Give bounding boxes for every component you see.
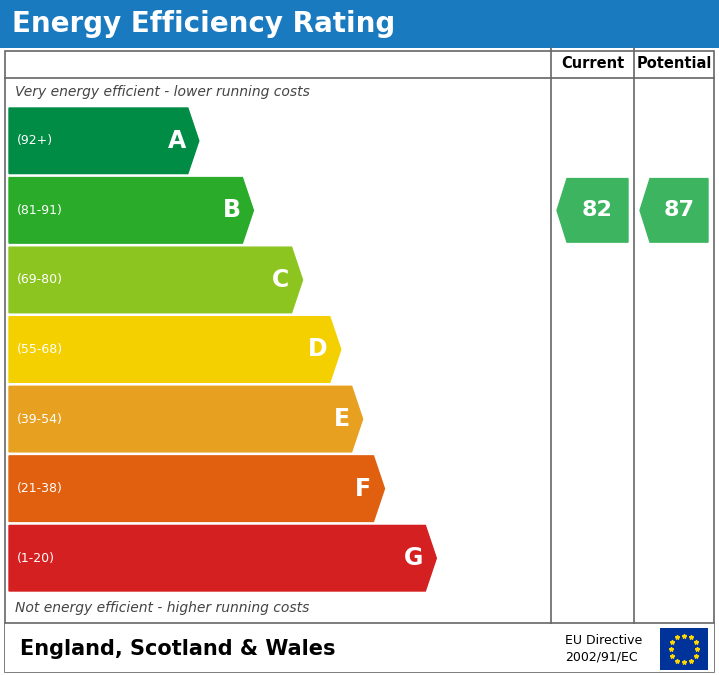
- Text: Very energy efficient - lower running costs: Very energy efficient - lower running co…: [15, 85, 310, 99]
- Polygon shape: [9, 108, 199, 173]
- Polygon shape: [9, 317, 341, 382]
- Text: (39-54): (39-54): [17, 412, 63, 425]
- Text: England, Scotland & Wales: England, Scotland & Wales: [20, 639, 336, 659]
- Text: Potential: Potential: [636, 55, 712, 70]
- Text: E: E: [334, 407, 349, 431]
- Text: EU Directive: EU Directive: [565, 634, 642, 647]
- Polygon shape: [9, 247, 303, 313]
- Polygon shape: [9, 386, 362, 452]
- Text: Not energy efficient - higher running costs: Not energy efficient - higher running co…: [15, 601, 309, 615]
- Polygon shape: [9, 178, 253, 243]
- Text: Energy Efficiency Rating: Energy Efficiency Rating: [12, 10, 395, 38]
- Polygon shape: [9, 525, 436, 591]
- Text: D: D: [308, 338, 328, 362]
- Bar: [0, 0, 719, 48]
- Bar: [5, 623, 714, 672]
- Text: (69-80): (69-80): [17, 273, 63, 286]
- Text: A: A: [168, 129, 186, 153]
- Polygon shape: [640, 179, 708, 242]
- Text: 2002/91/EC: 2002/91/EC: [565, 651, 638, 664]
- Text: (81-91): (81-91): [17, 204, 63, 217]
- Text: (92+): (92+): [17, 134, 53, 147]
- Text: B: B: [222, 198, 240, 222]
- Text: (55-68): (55-68): [17, 343, 63, 356]
- Text: 87: 87: [664, 200, 695, 220]
- Text: G: G: [404, 546, 423, 570]
- Text: 82: 82: [582, 200, 613, 220]
- Polygon shape: [9, 456, 385, 521]
- Text: (21-38): (21-38): [17, 482, 63, 495]
- Text: Current: Current: [561, 55, 624, 70]
- Text: C: C: [273, 268, 290, 292]
- Bar: [660, 628, 708, 670]
- Polygon shape: [557, 179, 628, 242]
- Text: (1-20): (1-20): [17, 551, 55, 565]
- Text: F: F: [355, 477, 372, 501]
